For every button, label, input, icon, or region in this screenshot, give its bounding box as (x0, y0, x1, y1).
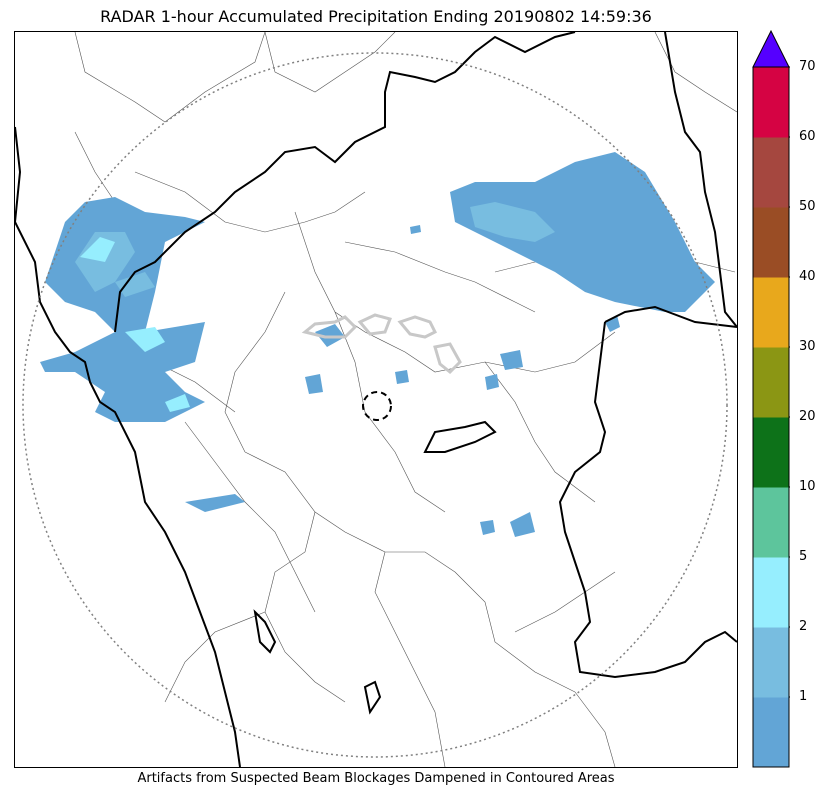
colorbar-bin (753, 417, 789, 488)
colorbar-tick-label: 40 (799, 269, 816, 284)
colorbar-tick-label: 30 (799, 339, 816, 354)
colorbar-tick-label: 70 (799, 59, 816, 74)
colorbar-bin (753, 487, 789, 558)
colorbar-tick-label: 20 (799, 409, 816, 424)
colorbar-extend-triangle (752, 29, 790, 68)
range-ring (22, 52, 728, 758)
map-canvas (15, 32, 737, 767)
precip-field (40, 152, 715, 537)
colorbar (752, 29, 793, 768)
colorbar-bin (753, 277, 789, 348)
state-borders (15, 32, 737, 767)
colorbar-bin (753, 207, 789, 278)
colorbar-bin (753, 67, 789, 138)
map-title: RADAR 1-hour Accumulated Precipitation E… (100, 7, 652, 26)
colorbar-tick-label: 60 (799, 129, 816, 144)
radar-site-marker (362, 391, 392, 421)
colorbar-tick-label: 50 (799, 199, 816, 214)
colorbar-tick-label: 10 (799, 479, 816, 494)
colorbar-tick-label: 2 (799, 619, 808, 634)
blockage-contours (301, 313, 462, 375)
colorbar-bin (753, 697, 789, 768)
map-caption: Artifacts from Suspected Beam Blockages … (137, 771, 615, 786)
colorbar-tick-label: 5 (799, 549, 808, 564)
colorbar-bin (753, 347, 789, 418)
colorbar-bin (753, 137, 789, 208)
radar-map (14, 31, 738, 768)
colorbar-bin (753, 557, 789, 628)
colorbar-tick-label: 1 (799, 689, 808, 704)
colorbar-bin (753, 627, 789, 698)
